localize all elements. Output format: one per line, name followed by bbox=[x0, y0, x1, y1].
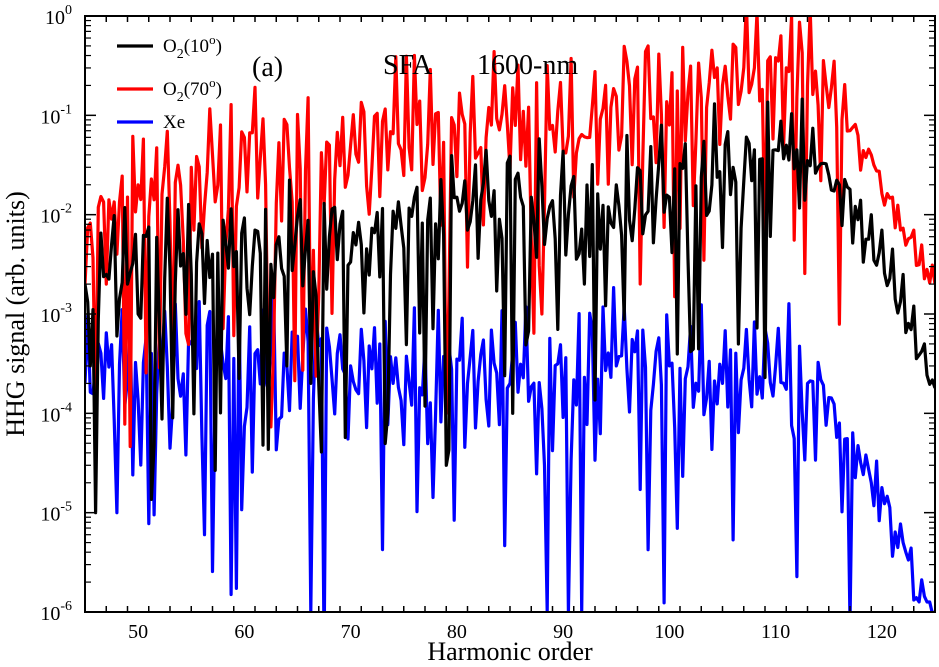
x-tick-label: 110 bbox=[761, 621, 790, 643]
x-axis-title: Harmonic order bbox=[427, 637, 593, 666]
legend: O2(10o) O2(70o) Xe bbox=[117, 32, 222, 133]
x-tick-label: 50 bbox=[128, 621, 148, 643]
y-axis: 10-6 10-5 10-4 10-3 10-2 10-1 100 bbox=[40, 3, 935, 625]
legend-label-1: O2(70o) bbox=[163, 75, 222, 105]
x-axis: 50 60 70 80 90 100 110 120 bbox=[84, 16, 936, 643]
x-tick-label: 100 bbox=[654, 621, 684, 643]
y-tick-label: 10-1 bbox=[40, 102, 72, 128]
legend-label-0: O2(10o) bbox=[163, 32, 222, 62]
legend-label-2: Xe bbox=[163, 112, 185, 133]
y-tick-label: 10-2 bbox=[40, 202, 72, 228]
y-tick-label: 100 bbox=[45, 3, 72, 29]
series-line-2 bbox=[85, 286, 935, 612]
y-tick-label: 10-3 bbox=[40, 301, 72, 327]
x-tick-label: 60 bbox=[234, 621, 254, 643]
y-tick-label: 10-6 bbox=[40, 599, 72, 625]
x-tick-label: 70 bbox=[341, 621, 361, 643]
x-tick-label: 90 bbox=[553, 621, 573, 643]
series-layer bbox=[85, 16, 935, 612]
method-label: SFA bbox=[383, 50, 433, 81]
y-tick-label: 10-5 bbox=[40, 500, 72, 526]
wavelength-label: 1600-nm bbox=[477, 50, 578, 81]
y-axis-title: HHG signal (arb. units) bbox=[1, 191, 30, 437]
x-tick-label: 120 bbox=[867, 621, 897, 643]
panel-label: (a) bbox=[252, 52, 283, 83]
series-line-0 bbox=[85, 97, 935, 515]
y-tick-label: 10-4 bbox=[40, 400, 72, 426]
x-tick-label: 80 bbox=[447, 621, 467, 643]
